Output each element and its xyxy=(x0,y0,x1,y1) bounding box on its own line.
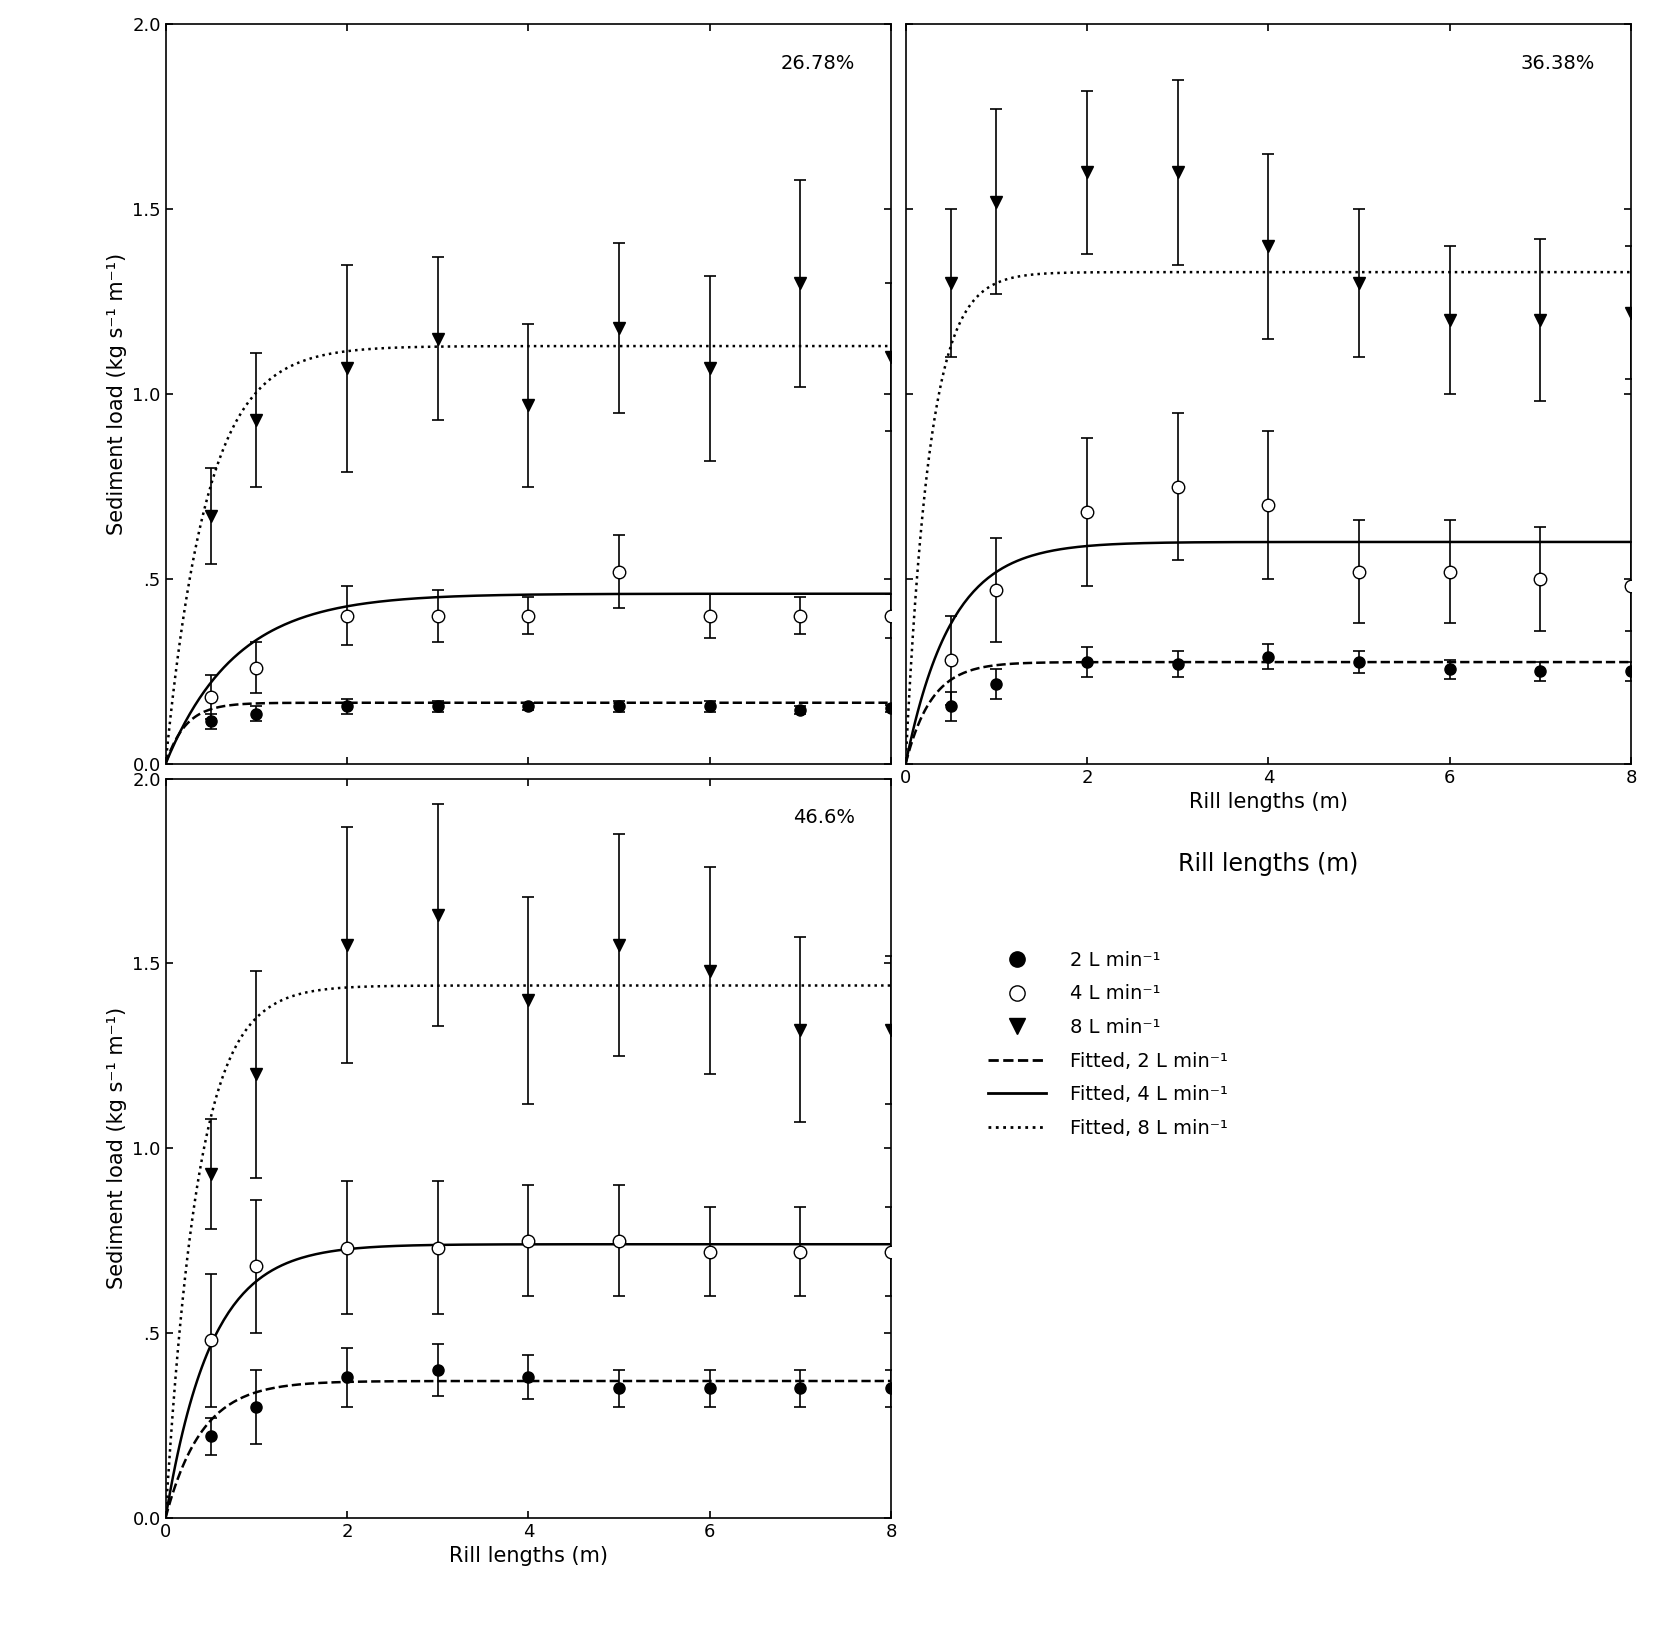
Text: 36.38%: 36.38% xyxy=(1519,54,1594,73)
Text: 46.6%: 46.6% xyxy=(793,808,854,827)
Y-axis label: Sediment load (kg s⁻¹ m⁻¹): Sediment load (kg s⁻¹ m⁻¹) xyxy=(106,1007,126,1289)
Text: 26.78%: 26.78% xyxy=(780,54,854,73)
Text: Rill lengths (m): Rill lengths (m) xyxy=(1177,852,1357,876)
Legend: 2 L min⁻¹, 4 L min⁻¹, 8 L min⁻¹, Fitted, 2 L min⁻¹, Fitted, 4 L min⁻¹, Fitted, 8: 2 L min⁻¹, 4 L min⁻¹, 8 L min⁻¹, Fitted,… xyxy=(988,951,1226,1138)
X-axis label: Rill lengths (m): Rill lengths (m) xyxy=(1188,792,1347,813)
Y-axis label: Sediment load (kg s⁻¹ m⁻¹): Sediment load (kg s⁻¹ m⁻¹) xyxy=(106,253,126,535)
X-axis label: Rill lengths (m): Rill lengths (m) xyxy=(449,1546,607,1567)
